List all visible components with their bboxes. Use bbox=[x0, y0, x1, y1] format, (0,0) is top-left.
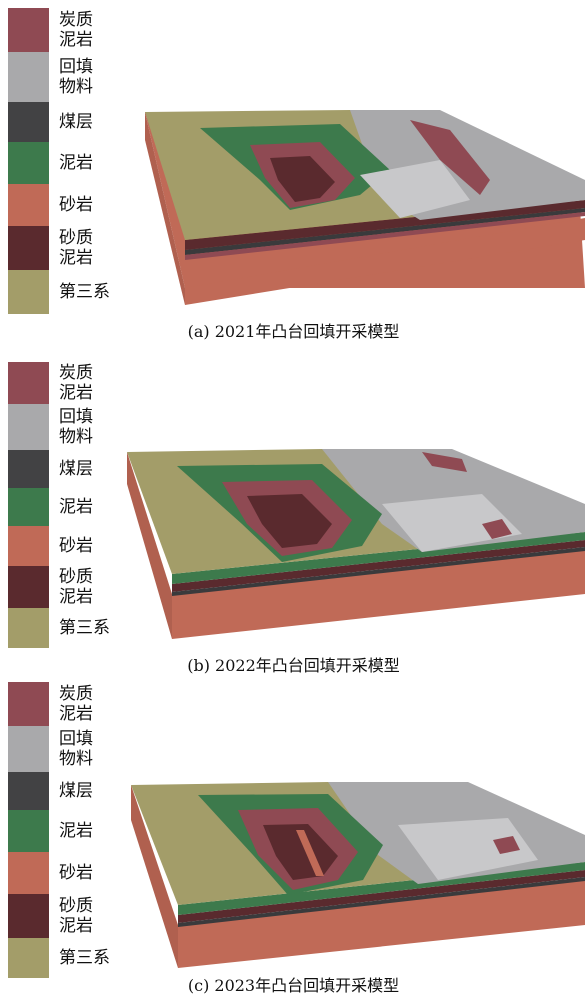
legend-label: 回填 物料 bbox=[59, 729, 93, 769]
legend: 炭质 泥岩 回填 物料 煤层 泥岩 砂岩 砂质 泥岩 第三系 bbox=[8, 8, 120, 314]
legend-label: 煤层 bbox=[59, 781, 93, 801]
legend-label: 砂岩 bbox=[59, 863, 93, 883]
legend-item-sandstone: 砂岩 bbox=[8, 184, 120, 226]
legend-swatch bbox=[8, 8, 49, 52]
legend-label: 第三系 bbox=[59, 948, 110, 968]
legend: 炭质 泥岩 回填 物料 煤层 泥岩 砂岩 砂质 泥岩 第三系 bbox=[8, 682, 120, 978]
legend-label: 煤层 bbox=[59, 112, 93, 132]
legend-swatch bbox=[8, 772, 49, 810]
legend-swatch bbox=[8, 142, 49, 184]
legend-label: 砂岩 bbox=[59, 195, 93, 215]
panel-a: 炭质 泥岩 回填 物料 煤层 泥岩 砂岩 砂质 泥岩 第三系 bbox=[0, 0, 587, 340]
panel-c: 炭质 泥岩 回填 物料 煤层 泥岩 砂岩 砂质 泥岩 第三系 bbox=[0, 680, 587, 999]
panel-caption: (a) 2021年凸台回填开采模型 bbox=[0, 318, 587, 342]
legend-item-mudstone: 泥岩 bbox=[8, 488, 120, 526]
legend-swatch bbox=[8, 102, 49, 142]
legend-item-coal-seam: 煤层 bbox=[8, 772, 120, 810]
panel-caption: (b) 2022年凸台回填开采模型 bbox=[0, 652, 587, 676]
legend-label: 第三系 bbox=[59, 618, 110, 638]
legend-swatch bbox=[8, 226, 49, 270]
legend-swatch bbox=[8, 608, 49, 648]
legend-label: 回填 物料 bbox=[59, 407, 93, 447]
legend-item-sandy-mudstone: 砂质 泥岩 bbox=[8, 894, 120, 938]
legend-swatch bbox=[8, 852, 49, 894]
legend-swatch bbox=[8, 682, 49, 726]
panel-b: 炭质 泥岩 回填 物料 煤层 泥岩 砂岩 砂质 泥岩 第三系 bbox=[0, 356, 587, 686]
legend-item-mudstone: 泥岩 bbox=[8, 810, 120, 852]
legend-item-mudstone: 泥岩 bbox=[8, 142, 120, 184]
legend-swatch bbox=[8, 184, 49, 226]
legend-item-backfill-material: 回填 物料 bbox=[8, 726, 120, 772]
legend-swatch bbox=[8, 270, 49, 314]
legend-label: 砂质 泥岩 bbox=[59, 567, 93, 607]
legend-label: 炭质 泥岩 bbox=[59, 684, 93, 724]
legend-swatch bbox=[8, 404, 49, 450]
mining-model-2022 bbox=[122, 444, 587, 644]
legend-label: 泥岩 bbox=[59, 821, 93, 841]
legend-item-carbonaceous-mudstone: 炭质 泥岩 bbox=[8, 362, 120, 404]
legend-label: 泥岩 bbox=[59, 153, 93, 173]
legend: 炭质 泥岩 回填 物料 煤层 泥岩 砂岩 砂质 泥岩 第三系 bbox=[8, 362, 120, 648]
legend-label: 泥岩 bbox=[59, 497, 93, 517]
mining-model-2023 bbox=[128, 780, 587, 970]
legend-swatch bbox=[8, 450, 49, 488]
legend-swatch bbox=[8, 488, 49, 526]
legend-item-backfill-material: 回填 物料 bbox=[8, 52, 120, 102]
legend-item-sandstone: 砂岩 bbox=[8, 526, 120, 566]
legend-swatch bbox=[8, 566, 49, 608]
legend-item-tertiary: 第三系 bbox=[8, 270, 120, 314]
legend-swatch bbox=[8, 894, 49, 938]
legend-swatch bbox=[8, 810, 49, 852]
legend-item-carbonaceous-mudstone: 炭质 泥岩 bbox=[8, 682, 120, 726]
legend-label: 煤层 bbox=[59, 459, 93, 479]
legend-label: 炭质 泥岩 bbox=[59, 10, 93, 50]
legend-swatch bbox=[8, 52, 49, 102]
legend-swatch bbox=[8, 526, 49, 566]
legend-label: 砂质 泥岩 bbox=[59, 896, 93, 936]
legend-item-sandstone: 砂岩 bbox=[8, 852, 120, 894]
mining-model-2021 bbox=[140, 100, 587, 305]
legend-label: 第三系 bbox=[59, 282, 110, 302]
panel-caption: (c) 2023年凸台回填开采模型 bbox=[0, 972, 587, 996]
legend-label: 砂质 泥岩 bbox=[59, 228, 93, 268]
legend-item-coal-seam: 煤层 bbox=[8, 450, 120, 488]
legend-label: 砂岩 bbox=[59, 536, 93, 556]
legend-label: 回填 物料 bbox=[59, 57, 93, 97]
legend-item-backfill-material: 回填 物料 bbox=[8, 404, 120, 450]
legend-swatch bbox=[8, 362, 49, 404]
legend-swatch bbox=[8, 726, 49, 772]
legend-label: 炭质 泥岩 bbox=[59, 363, 93, 403]
legend-item-sandy-mudstone: 砂质 泥岩 bbox=[8, 226, 120, 270]
legend-item-coal-seam: 煤层 bbox=[8, 102, 120, 142]
legend-item-carbonaceous-mudstone: 炭质 泥岩 bbox=[8, 8, 120, 52]
legend-item-sandy-mudstone: 砂质 泥岩 bbox=[8, 566, 120, 608]
legend-item-tertiary: 第三系 bbox=[8, 608, 120, 648]
